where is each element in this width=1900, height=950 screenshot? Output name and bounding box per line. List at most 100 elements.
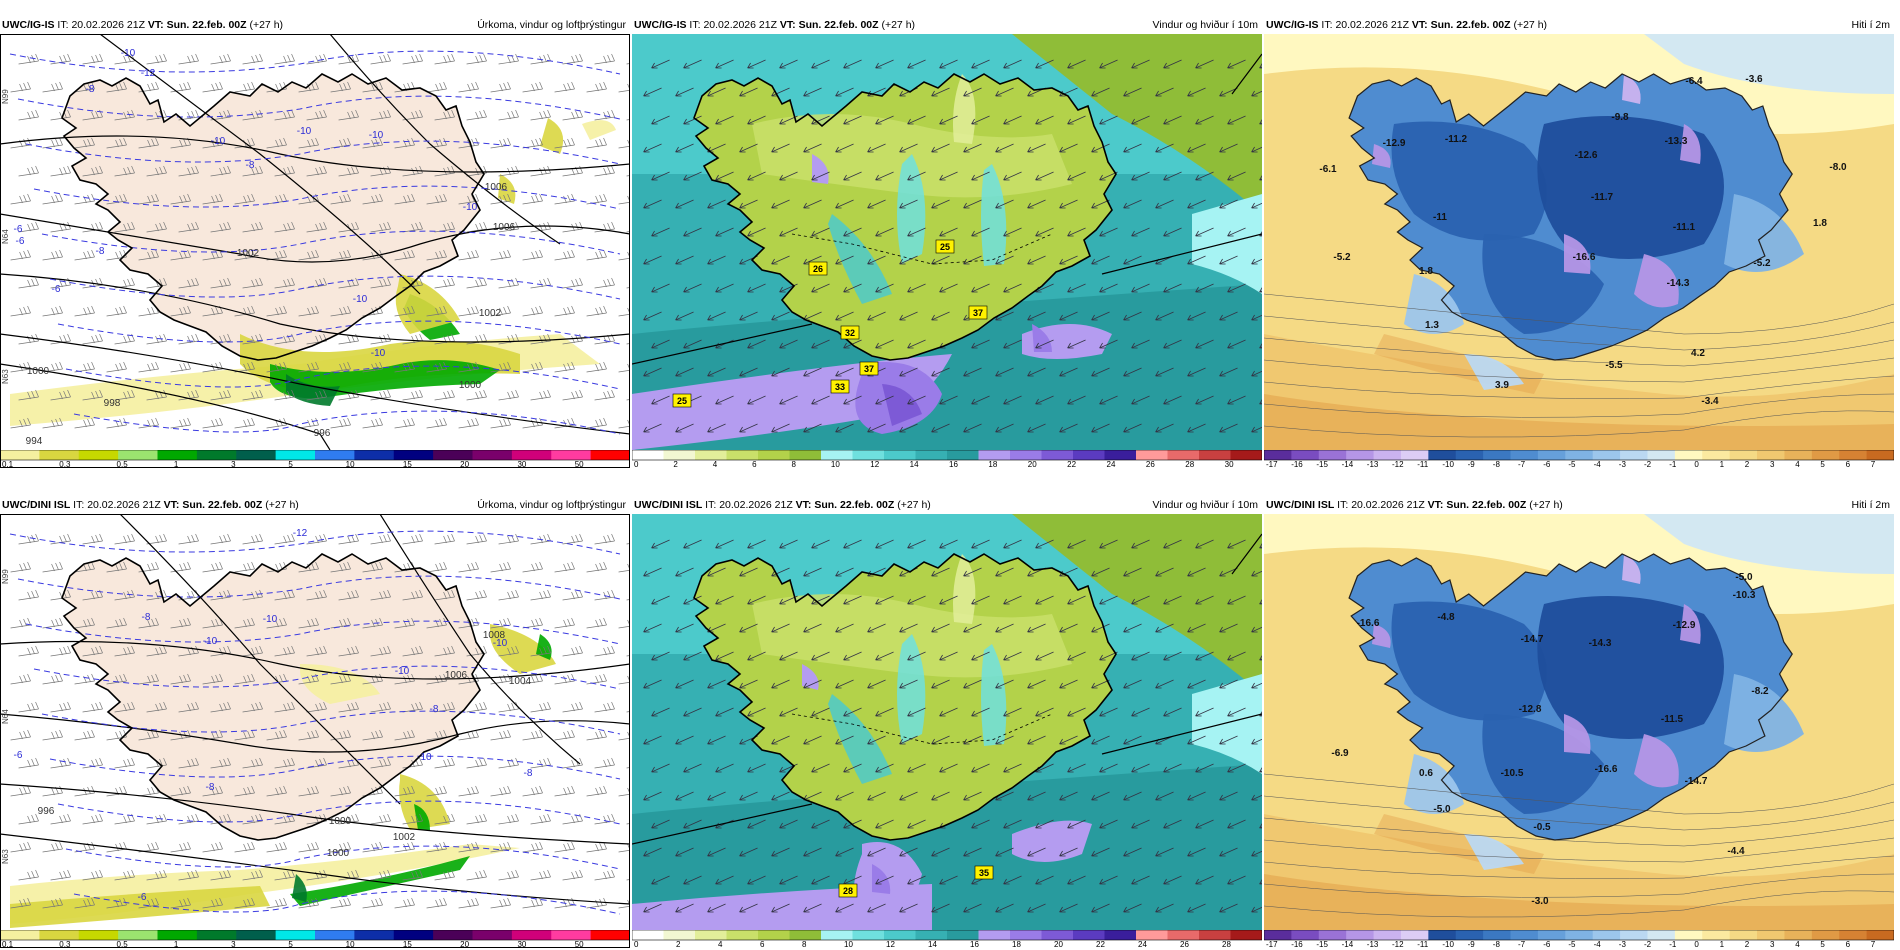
- temp-value: -8.0: [1829, 162, 1847, 173]
- colorbar-label: 0.1: [2, 940, 14, 948]
- temp-map-svg: -5.0 -10.3 -16.6 -4.8 -14.7 -14.3 -12.9 -8.2 -12…: [1264, 514, 1894, 930]
- colorbar-swatch: [1230, 930, 1262, 940]
- colorbar-swatch: [1565, 450, 1594, 460]
- isotherm-label: -10: [203, 636, 218, 647]
- colorbar-swatch: [1346, 450, 1375, 460]
- temp-area: [1564, 234, 1591, 274]
- temp-value: 3.9: [1495, 380, 1509, 391]
- colorbar-label: 0.1: [2, 460, 14, 468]
- temp-area: [1537, 596, 1724, 739]
- init-time: 20.02.2026 21Z: [71, 19, 145, 31]
- colorbar-label: 1: [1720, 940, 1725, 948]
- colorbar-swatch: [663, 930, 696, 940]
- colorbar-swatch: [511, 930, 552, 940]
- lead-time: (+27 h): [897, 499, 931, 511]
- panel-title: Hiti í 2m: [1851, 19, 1890, 31]
- colorbar-swatch: [1839, 450, 1868, 460]
- colorbar-swatch: [354, 930, 395, 940]
- colorbar: 0 2 4 6 8 10 12 14 16 18 20 22 24 26 28: [632, 930, 1262, 948]
- svg-text:N63: N63: [1, 369, 10, 384]
- colorbar-swatch: [1729, 930, 1758, 940]
- map-area[interactable]: -6.4 -3.6 -12.9 -11.2 -9.8 -13.3 -12.6 -8.0 -6.1…: [1264, 34, 1894, 450]
- temp-value: -3.0: [1531, 896, 1549, 907]
- gust-area: [1012, 820, 1092, 862]
- colorbar-swatch: [1565, 930, 1594, 940]
- colorbar-swatch: [1167, 930, 1200, 940]
- colorbar-swatch: [1041, 450, 1074, 460]
- colorbar-swatch: [1537, 450, 1566, 460]
- temp-area: [1372, 144, 1391, 168]
- colorbar-label: -15: [1316, 460, 1328, 468]
- colorbar-swatch: [632, 930, 664, 940]
- colorbar-label: 0: [634, 940, 639, 948]
- colorbar-swatch: [1010, 450, 1042, 460]
- wind-arrows: [643, 59, 1262, 433]
- colorbar-label: -16: [1291, 460, 1303, 468]
- vt-label: VT:: [795, 499, 812, 511]
- colorbar-swatch: [915, 450, 948, 460]
- map-area[interactable]: 28272735: [632, 514, 1262, 930]
- temp-area: [1464, 834, 1524, 870]
- colorbar-label: -10: [1442, 940, 1454, 948]
- colorbar-swatch: [511, 450, 552, 460]
- isobar-label: 1006: [445, 670, 468, 681]
- isobar-label: 1002: [237, 248, 260, 259]
- colorbar-swatch: [915, 930, 948, 940]
- map-area[interactable]: -12 -8 -10 -10 -10 -10 -8 -6 -6 -8 -8 1008 1006 1004 1…: [0, 514, 630, 930]
- colorbar-swatch: [726, 930, 759, 940]
- colorbar-svg: 0 2 4 6 8 10 12 14 16 18 20 22 24 26 28: [632, 930, 1262, 948]
- gust-value: 37: [973, 308, 983, 318]
- colorbar-swatch: [1839, 930, 1868, 940]
- temp-area: [1724, 194, 1804, 272]
- colorbar-swatch: [1674, 930, 1703, 940]
- valid-time: Sun. 22.feb. 00Z: [1446, 499, 1527, 511]
- colorbar-label: 18: [988, 460, 997, 468]
- valid-time: Sun. 22.feb. 00Z: [166, 19, 247, 31]
- colorbar-swatch: [1811, 450, 1840, 460]
- valid-time: Sun. 22.feb. 00Z: [798, 19, 879, 31]
- map-area[interactable]: -10 -12 -8 -10 -10 -8 -10 -6 -8 -10 -6 -6 1006 1006 10…: [0, 34, 630, 450]
- colorbar-swatch: [632, 450, 664, 460]
- temp-contours: [1264, 773, 1894, 918]
- it-label: IT:: [57, 19, 69, 31]
- colorbar-label: 5: [288, 940, 293, 948]
- precip-area: [414, 804, 430, 830]
- colorbar-label: 14: [928, 940, 937, 948]
- map-area[interactable]: 26 25 32 37 37 33 25: [632, 34, 1262, 450]
- temp-value: -10.3: [1733, 590, 1756, 601]
- colorbar-swatch: [758, 450, 790, 460]
- colorbar-label: -17: [1266, 940, 1278, 948]
- colorbar-label: -4: [1594, 940, 1602, 948]
- temp-value: -4.4: [1727, 846, 1745, 857]
- isotherm-label: -8: [86, 84, 95, 95]
- colorbar-label: 20: [1028, 460, 1037, 468]
- colorbar-swatch: [695, 450, 727, 460]
- gust-value: 26: [813, 264, 823, 274]
- colorbar-label: 26: [1180, 940, 1189, 948]
- precip-map-svg: -12 -8 -10 -10 -10 -10 -8 -6 -6 -8 -8 1008 1006 1004 1…: [0, 514, 630, 930]
- colorbar-swatch: [433, 450, 473, 460]
- colorbar-label: 16: [949, 460, 958, 468]
- isotherm-label: -6: [16, 236, 25, 247]
- colorbar-label: 4: [713, 460, 718, 468]
- valid-time: Sun. 22.feb. 00Z: [182, 499, 263, 511]
- wind-map-svg: 28272735: [632, 514, 1262, 930]
- map-area[interactable]: -5.0 -10.3 -16.6 -4.8 -14.7 -14.3 -12.9 -8.2 -12…: [1264, 514, 1894, 930]
- isobar-label: 1000: [327, 848, 350, 859]
- colorbar-label: 0: [1694, 940, 1699, 948]
- colorbar-label: 6: [1846, 940, 1851, 948]
- isotherm-label: -10: [121, 48, 136, 59]
- colorbar-swatch: [1592, 930, 1621, 940]
- gust-area: [872, 864, 891, 894]
- colorbar-label: 0: [634, 460, 639, 468]
- valid-time: Sun. 22.feb. 00Z: [1430, 19, 1511, 31]
- isotherm-label: -8: [246, 160, 255, 171]
- temp-value: -14.3: [1589, 638, 1612, 649]
- temp-value: -0.5: [1533, 822, 1551, 833]
- colorbar-label: -1: [1669, 460, 1677, 468]
- gust-area: [882, 384, 922, 426]
- colorbar-label: 14: [910, 460, 919, 468]
- temp-value: -12.9: [1673, 620, 1696, 631]
- colorbar: -17 -16 -15 -14 -13 -12 -11 -10 -9 -8 -7 -6 -5 -4 -3 -2…: [1264, 930, 1894, 948]
- colorbar-swatch: [0, 450, 40, 460]
